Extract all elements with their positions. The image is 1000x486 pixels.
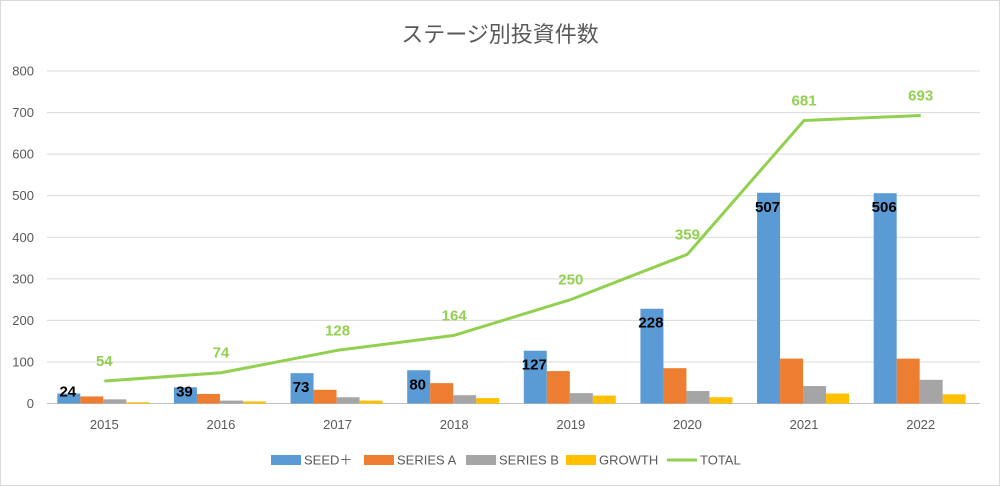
legend: SEED＋ SERIES A SERIES B GROWTH TOTAL bbox=[271, 453, 741, 468]
bar-growth-2017 bbox=[359, 400, 383, 404]
x-tick-label: 2018 bbox=[440, 417, 469, 432]
bar-series-b-2021 bbox=[803, 386, 827, 404]
x-tick-label: 2022 bbox=[906, 417, 935, 432]
bar-series-a-2016 bbox=[196, 393, 220, 404]
bar-series-b-2016 bbox=[219, 400, 243, 404]
y-tick-label: 800 bbox=[12, 64, 34, 79]
y-tick-label: 400 bbox=[12, 230, 34, 245]
bar-growth-2021 bbox=[826, 393, 850, 404]
total-data-label: 74 bbox=[213, 345, 230, 362]
bar-seed-2018 bbox=[407, 370, 431, 404]
bar-series-a-2022 bbox=[896, 358, 920, 404]
x-tick-label: 2017 bbox=[323, 417, 352, 432]
legend-label: GROWTH bbox=[599, 453, 658, 468]
legend-label: SEED＋ bbox=[304, 453, 352, 468]
legend-swatch bbox=[566, 455, 596, 465]
x-axis-ticks: 2015 2016 2017 2018 2019 2020 2021 2022 bbox=[90, 417, 935, 432]
legend-swatch bbox=[466, 455, 496, 465]
bar-data-label: 506 bbox=[872, 199, 897, 216]
total-data-label: 128 bbox=[325, 322, 350, 339]
bar-series bbox=[57, 192, 966, 404]
total-line bbox=[104, 113, 921, 383]
x-tick-label: 2019 bbox=[556, 417, 585, 432]
bar-seed-2021 bbox=[757, 192, 781, 404]
total-data-label: 681 bbox=[792, 92, 817, 109]
bar-data-label: 507 bbox=[755, 199, 780, 216]
legend-label: SERIES A bbox=[397, 453, 457, 468]
y-tick-label: 500 bbox=[12, 188, 34, 203]
bar-data-label: 39 bbox=[176, 384, 193, 401]
chart-title: ステージ別投資件数 bbox=[401, 23, 599, 48]
bar-series-a-2020 bbox=[663, 368, 687, 404]
legend-label: TOTAL bbox=[700, 453, 741, 468]
x-tick-label: 2016 bbox=[206, 417, 235, 432]
legend-swatch bbox=[271, 455, 301, 465]
total-data-label: 54 bbox=[96, 353, 113, 370]
x-tick-label: 2021 bbox=[790, 417, 819, 432]
total-data-label: 250 bbox=[558, 272, 583, 289]
x-tick-label: 2015 bbox=[90, 417, 119, 432]
y-tick-label: 700 bbox=[12, 105, 34, 120]
bar-seed-2015 bbox=[57, 393, 81, 404]
bar-series-b-2020 bbox=[686, 391, 710, 404]
legend-swatch bbox=[364, 455, 394, 465]
y-tick-label: 200 bbox=[12, 313, 34, 328]
grid-lines bbox=[47, 70, 980, 404]
bar-series-b-2019 bbox=[569, 393, 593, 404]
legend-label: SERIES B bbox=[499, 453, 559, 468]
y-tick-label: 300 bbox=[12, 271, 34, 286]
bar-data-label: 80 bbox=[409, 376, 426, 393]
bar-growth-2019 bbox=[592, 395, 616, 404]
bar-seed-2022 bbox=[873, 193, 897, 404]
bar-data-label: 73 bbox=[293, 379, 310, 396]
bar-series-a-2019 bbox=[546, 371, 570, 404]
bar-series-a-2015 bbox=[80, 396, 104, 404]
bar-growth-2022 bbox=[942, 394, 966, 404]
bar-data-label: 127 bbox=[522, 357, 547, 374]
bar-seed-2019 bbox=[523, 350, 547, 404]
bar-seed-2016 bbox=[173, 387, 197, 404]
x-tick-label: 2020 bbox=[673, 417, 702, 432]
total-line-series bbox=[104, 113, 921, 383]
y-tick-label: 0 bbox=[27, 396, 34, 411]
y-axis-ticks: 0 100 200 300 400 500 600 700 800 bbox=[12, 64, 34, 412]
bar-data-label: 228 bbox=[638, 315, 663, 332]
total-data-label: 693 bbox=[908, 87, 933, 104]
bar-series-b-2017 bbox=[336, 397, 360, 404]
bar-growth-2020 bbox=[709, 397, 733, 404]
bar-series-a-2017 bbox=[313, 389, 337, 404]
data-labels: 24 39 73 80 127 228 507 506 54 74 128 164 250 359 681 6… bbox=[59, 87, 933, 400]
bar-series-b-2018 bbox=[453, 395, 477, 404]
total-data-label: 164 bbox=[442, 307, 468, 324]
bar-growth-2015 bbox=[126, 402, 150, 404]
bar-series-b-2022 bbox=[919, 379, 943, 404]
bar-seed-2020 bbox=[640, 308, 664, 404]
total-data-label: 359 bbox=[675, 226, 700, 243]
y-tick-label: 600 bbox=[12, 147, 34, 162]
bar-growth-2018 bbox=[476, 398, 500, 404]
bar-series-a-2021 bbox=[780, 358, 804, 404]
bar-data-label: 24 bbox=[59, 384, 76, 401]
bar-growth-2016 bbox=[242, 401, 266, 404]
bar-series-b-2015 bbox=[103, 399, 127, 404]
y-tick-label: 100 bbox=[12, 354, 34, 369]
bar-series-a-2018 bbox=[430, 383, 454, 404]
bar-seed-2017 bbox=[290, 373, 314, 404]
